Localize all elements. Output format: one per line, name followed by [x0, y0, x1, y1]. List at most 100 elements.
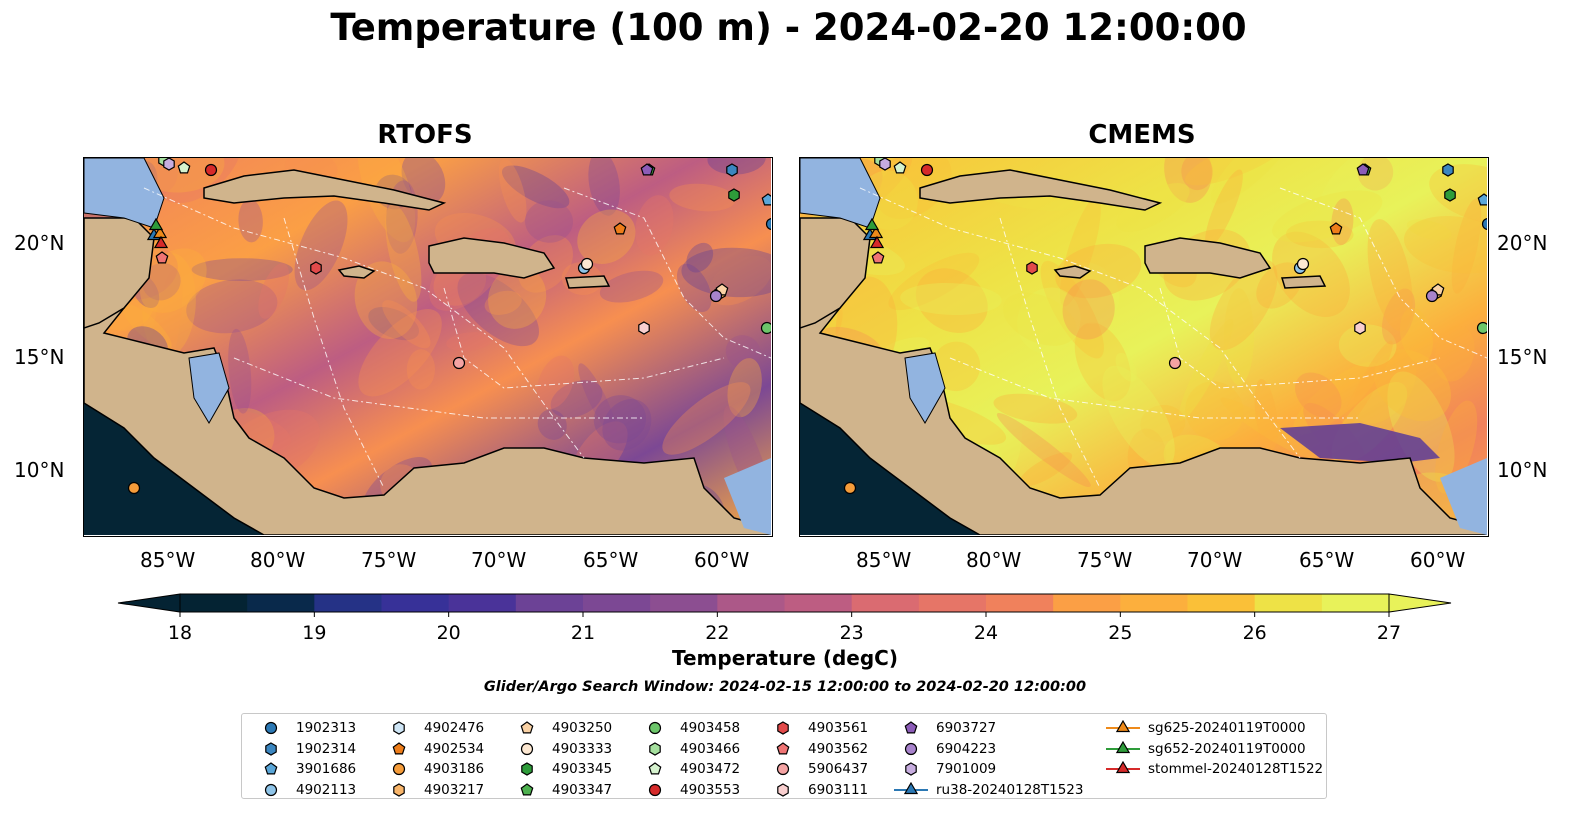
float-marker-4903562	[871, 251, 885, 264]
legend-marker-icon	[894, 781, 928, 794]
temperature-eddy	[996, 412, 1091, 488]
temperature-eddy	[1102, 365, 1175, 468]
colorbar-segment	[851, 594, 920, 612]
map-rtofs-svg	[84, 158, 771, 535]
temperature-eddy	[1178, 318, 1234, 421]
central-south-america-land	[84, 227, 771, 535]
legend-label: 4902534	[424, 740, 485, 757]
y-tick-label: 20°N	[14, 231, 65, 255]
legend-label: 4903250	[552, 720, 613, 736]
shelf-water-honduras	[188, 352, 230, 424]
colorbar-segment	[784, 594, 853, 612]
float-marker-3901686	[761, 193, 771, 206]
temperature-eddy	[358, 309, 442, 397]
legend-marker-icon	[1106, 740, 1140, 753]
x-tick-label: 75°W	[1077, 548, 1133, 572]
legend-marker-icon	[776, 762, 790, 776]
temperature-eddy	[662, 382, 751, 455]
shelf-water-orinoco	[724, 458, 771, 535]
x-tick-label: 60°W	[1410, 548, 1466, 572]
float-marker-6904223	[709, 289, 723, 303]
temperature-eddy	[1295, 372, 1342, 418]
colorbar-extend-max	[1388, 593, 1452, 613]
float-marker-sg625-20240119T0000	[868, 225, 884, 239]
legend-circle-icon	[264, 721, 278, 735]
temperature-eddy	[484, 290, 522, 315]
temperature-eddy	[1185, 381, 1244, 441]
float-marker-4903561	[310, 261, 322, 275]
temperature-eddy	[401, 158, 446, 204]
x-tick-label: 65°W	[583, 548, 639, 572]
temperature-eddy	[1341, 340, 1393, 431]
temperature-eddy	[1040, 260, 1104, 359]
float-marker-4902534	[613, 222, 627, 235]
temperature-eddy	[537, 409, 567, 440]
legend-label: 1902313	[296, 720, 357, 736]
float-marker-4903186	[843, 481, 857, 495]
float-marker-sg652-20240119T0000	[148, 217, 164, 231]
x-tick-label: 85°W	[856, 548, 912, 572]
colorbar-segment	[583, 594, 651, 612]
map-cmems-svg	[800, 158, 1487, 535]
x-tick-label: 70°W	[471, 548, 527, 572]
float-marker-5906437	[452, 356, 466, 370]
temperature-eddy	[1387, 371, 1455, 482]
legend-label: sg625-20240119T0000	[1148, 720, 1306, 736]
temperature-eddy	[294, 200, 348, 291]
legend-marker-icon	[649, 741, 661, 756]
temperature-eddy	[1210, 158, 1298, 204]
temperature-eddy	[681, 247, 771, 298]
float-marker-sg625-20240119T0000	[152, 225, 168, 239]
colorbar-tick-label: 25	[1108, 622, 1132, 644]
puerto-rico-land	[565, 275, 611, 289]
legend-label: 4903458	[680, 720, 741, 736]
legend: 1902313 1902314 3901686 4902113 4902476 49025…	[241, 713, 1327, 799]
legend-label: 4902113	[296, 781, 357, 798]
legend-circle-icon	[520, 742, 534, 755]
float-marker-4903553	[204, 163, 218, 177]
float-marker-6903111	[1354, 321, 1366, 335]
float-marker-4903561	[1026, 261, 1038, 275]
legend-pentagon-icon	[648, 762, 662, 775]
legend-marker-icon	[392, 762, 406, 776]
temperature-eddy	[238, 199, 263, 243]
pacific-ocean	[800, 403, 980, 535]
colorbar-tick-label: 18	[168, 622, 192, 644]
legend-label: 4903186	[424, 761, 485, 777]
temperature-eddy	[1181, 158, 1213, 191]
temperature-eddy	[588, 158, 620, 216]
y-tick-label: 10°N	[1497, 458, 1548, 482]
shelf-water-honduras	[904, 352, 946, 424]
float-marker-4903472	[177, 161, 191, 174]
temperature-eddy	[501, 165, 570, 209]
legend-triangle-icon	[1115, 761, 1131, 774]
temperature-eddy	[550, 380, 603, 418]
legend-label: 4903466	[680, 740, 741, 757]
temperature-eddy	[1367, 219, 1413, 332]
panel-title-cmems: CMEMS	[1088, 120, 1196, 150]
temperature-eddy	[1435, 400, 1478, 494]
temperature-eddy	[1184, 158, 1289, 186]
temperature-eddy	[707, 158, 766, 175]
legend-marker-icon	[905, 762, 917, 776]
legend-marker-icon	[1106, 761, 1140, 774]
legend-label: 4902476	[424, 720, 485, 736]
temperature-eddy	[357, 158, 416, 243]
temperature-eddy	[669, 183, 736, 212]
colorbar-label: Temperature (degC)	[672, 646, 898, 670]
legend-pentagon-icon	[776, 741, 790, 754]
float-marker-5906437	[1168, 356, 1182, 370]
legend-label: 4903553	[680, 781, 741, 798]
temperature-eddy	[139, 248, 207, 313]
temperature-eddy	[1254, 379, 1278, 451]
map-rtofs[interactable]	[83, 157, 773, 537]
map-cmems[interactable]	[799, 157, 1489, 537]
temperature-eddy	[1164, 158, 1212, 203]
temperature-eddy	[498, 158, 527, 223]
temperature-eddy	[931, 341, 981, 392]
temperature-eddy	[1116, 183, 1190, 232]
colorbar-segment	[381, 594, 450, 612]
float-marker-4903562	[155, 251, 169, 264]
float-marker-4903186	[127, 481, 141, 495]
float-marker-4903553	[920, 163, 934, 177]
